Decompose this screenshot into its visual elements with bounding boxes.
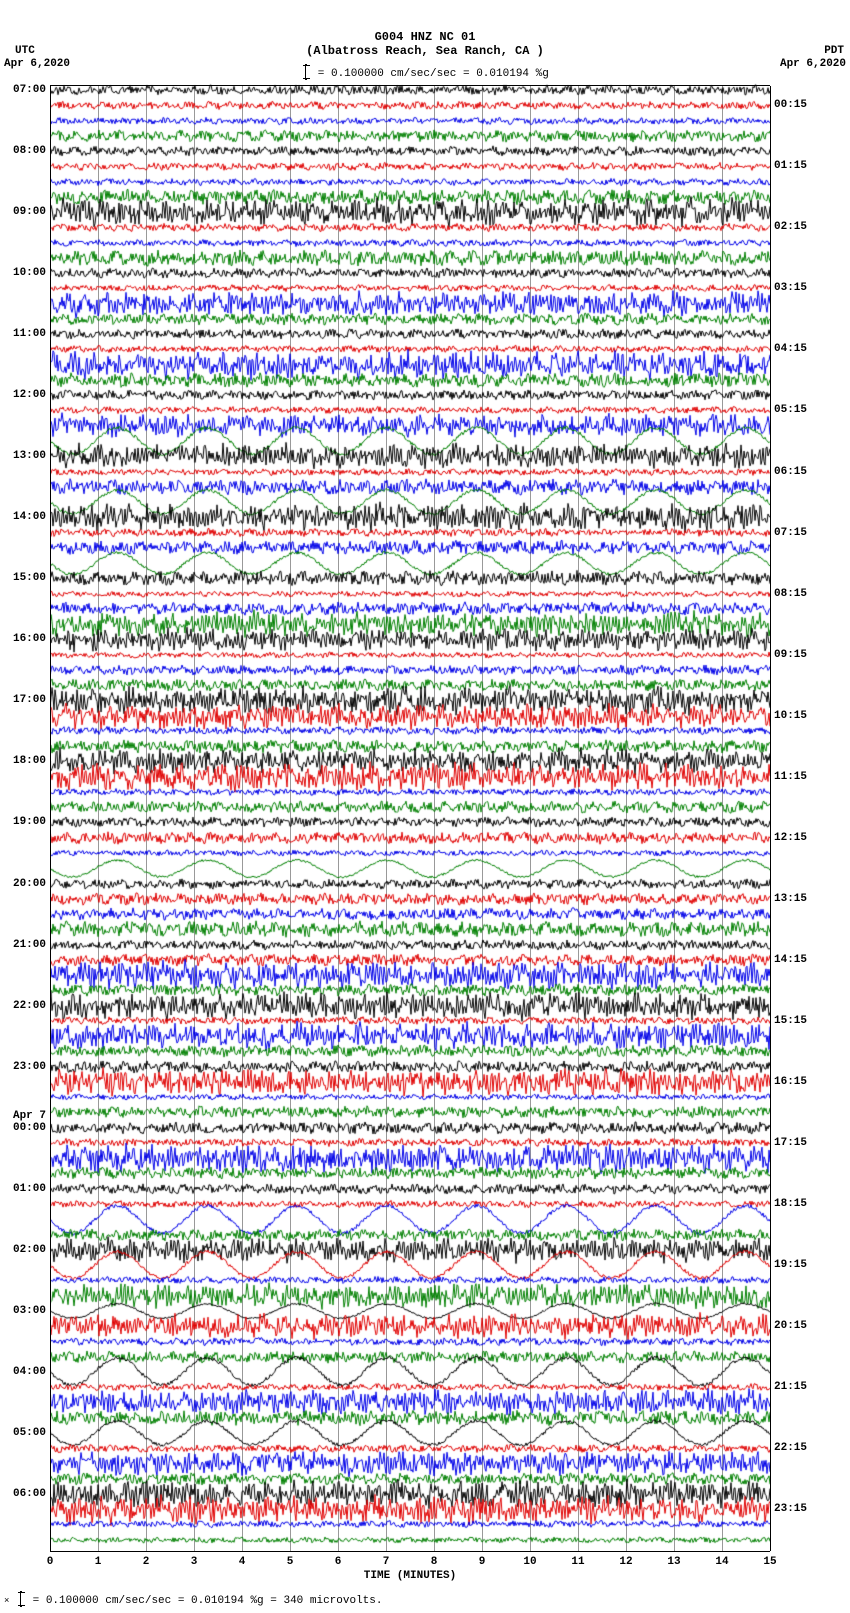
utc-hour-label: 20:00 bbox=[13, 878, 46, 890]
utc-hour-label: 22:00 bbox=[13, 1000, 46, 1012]
pdt-hour-label: 19:15 bbox=[774, 1259, 807, 1271]
x-tick-label: 4 bbox=[239, 1556, 246, 1568]
pdt-hour-label: 18:15 bbox=[774, 1198, 807, 1210]
utc-hour-label: 10:00 bbox=[13, 267, 46, 279]
utc-hour-label: 15:00 bbox=[13, 572, 46, 584]
x-axis: TIME (MINUTES) 0123456789101112131415 bbox=[50, 1552, 770, 1582]
utc-hour-label: 08:00 bbox=[13, 145, 46, 157]
pdt-hour-label: 20:15 bbox=[774, 1320, 807, 1332]
chart-border bbox=[770, 86, 771, 1551]
x-tick-label: 10 bbox=[523, 1556, 536, 1568]
pdt-hour-label: 23:15 bbox=[774, 1503, 807, 1515]
chart-border bbox=[50, 86, 51, 1551]
x-axis-title: TIME (MINUTES) bbox=[50, 1570, 770, 1582]
utc-hour-label: 21:00 bbox=[13, 939, 46, 951]
x-tick-label: 3 bbox=[191, 1556, 198, 1568]
location-title: (Albatross Reach, Sea Ranch, CA ) bbox=[0, 44, 850, 58]
utc-hour-label: 01:00 bbox=[13, 1183, 46, 1195]
x-tick-label: 9 bbox=[479, 1556, 486, 1568]
pdt-hour-label: 22:15 bbox=[774, 1442, 807, 1454]
pdt-hour-label: 21:15 bbox=[774, 1381, 807, 1393]
utc-hour-label: 18:00 bbox=[13, 755, 46, 767]
header: G004 HNZ NC 01 (Albatross Reach, Sea Ran… bbox=[0, 0, 850, 80]
seismogram-container: UTC Apr 6,2020 PDT Apr 6,2020 G004 HNZ N… bbox=[0, 0, 850, 1613]
utc-hour-label: 03:00 bbox=[13, 1305, 46, 1317]
x-tick-label: 12 bbox=[619, 1556, 632, 1568]
x-tick-label: 6 bbox=[335, 1556, 342, 1568]
x-tick-label: 1 bbox=[95, 1556, 102, 1568]
x-tick-label: 13 bbox=[667, 1556, 680, 1568]
pdt-hour-label: 06:15 bbox=[774, 466, 807, 478]
utc-hour-label: 23:00 bbox=[13, 1061, 46, 1073]
pdt-hour-label: 08:15 bbox=[774, 588, 807, 600]
utc-hour-label: 06:00 bbox=[13, 1488, 46, 1500]
pdt-hour-label: 04:15 bbox=[774, 343, 807, 355]
utc-hour-label: 00:00 bbox=[13, 1122, 46, 1134]
utc-hour-label: 07:00 bbox=[13, 84, 46, 96]
utc-hour-label: 02:00 bbox=[13, 1244, 46, 1256]
pdt-hour-label: 13:15 bbox=[774, 893, 807, 905]
utc-hour-label: 19:00 bbox=[13, 816, 46, 828]
footer-prefix: × bbox=[4, 1596, 9, 1606]
x-tick-label: 2 bbox=[143, 1556, 150, 1568]
pdt-hour-label: 17:15 bbox=[774, 1137, 807, 1149]
utc-hour-label: 14:00 bbox=[13, 511, 46, 523]
station-title: G004 HNZ NC 01 bbox=[0, 30, 850, 44]
utc-hour-label: 16:00 bbox=[13, 633, 46, 645]
utc-date-marker: Apr 7 bbox=[13, 1110, 46, 1122]
pdt-hour-label: 15:15 bbox=[774, 1015, 807, 1027]
scale-bar-icon bbox=[305, 64, 307, 80]
pdt-hour-label: 12:15 bbox=[774, 832, 807, 844]
utc-hour-label: 04:00 bbox=[13, 1366, 46, 1378]
pdt-hour-label: 02:15 bbox=[774, 221, 807, 233]
utc-hour-label: 09:00 bbox=[13, 206, 46, 218]
pdt-hour-label: 09:15 bbox=[774, 649, 807, 661]
pdt-hour-label: 07:15 bbox=[774, 527, 807, 539]
pdt-hour-label: 14:15 bbox=[774, 954, 807, 966]
pdt-hour-label: 11:15 bbox=[774, 771, 807, 783]
trace-line bbox=[50, 1532, 770, 1548]
x-tick-label: 0 bbox=[47, 1556, 54, 1568]
x-tick-label: 14 bbox=[715, 1556, 728, 1568]
pdt-hour-label: 16:15 bbox=[774, 1076, 807, 1088]
pdt-hour-label: 01:15 bbox=[774, 160, 807, 172]
footer-scale: × = 0.100000 cm/sec/sec = 0.010194 %g = … bbox=[4, 1591, 382, 1607]
pdt-hour-label: 00:15 bbox=[774, 99, 807, 111]
pdt-hour-label: 03:15 bbox=[774, 282, 807, 294]
utc-hour-label: 05:00 bbox=[13, 1427, 46, 1439]
x-tick-label: 7 bbox=[383, 1556, 390, 1568]
pdt-hour-label: 10:15 bbox=[774, 710, 807, 722]
utc-hour-label: 11:00 bbox=[13, 328, 46, 340]
utc-hour-label: 17:00 bbox=[13, 694, 46, 706]
scale-bar-icon bbox=[20, 1591, 22, 1607]
footer-text: = 0.100000 cm/sec/sec = 0.010194 %g = 34… bbox=[33, 1595, 383, 1607]
x-tick-label: 15 bbox=[763, 1556, 776, 1568]
utc-hour-label: 12:00 bbox=[13, 389, 46, 401]
chart-area: 07:0000:1508:0001:1509:0002:1510:0003:15… bbox=[50, 85, 770, 1552]
utc-hour-label: 13:00 bbox=[13, 450, 46, 462]
pdt-hour-label: 05:15 bbox=[774, 404, 807, 416]
x-tick-label: 5 bbox=[287, 1556, 294, 1568]
x-tick-label: 8 bbox=[431, 1556, 438, 1568]
scale-text-top: = 0.100000 cm/sec/sec = 0.010194 %g bbox=[0, 64, 850, 80]
x-tick-label: 11 bbox=[571, 1556, 584, 1568]
